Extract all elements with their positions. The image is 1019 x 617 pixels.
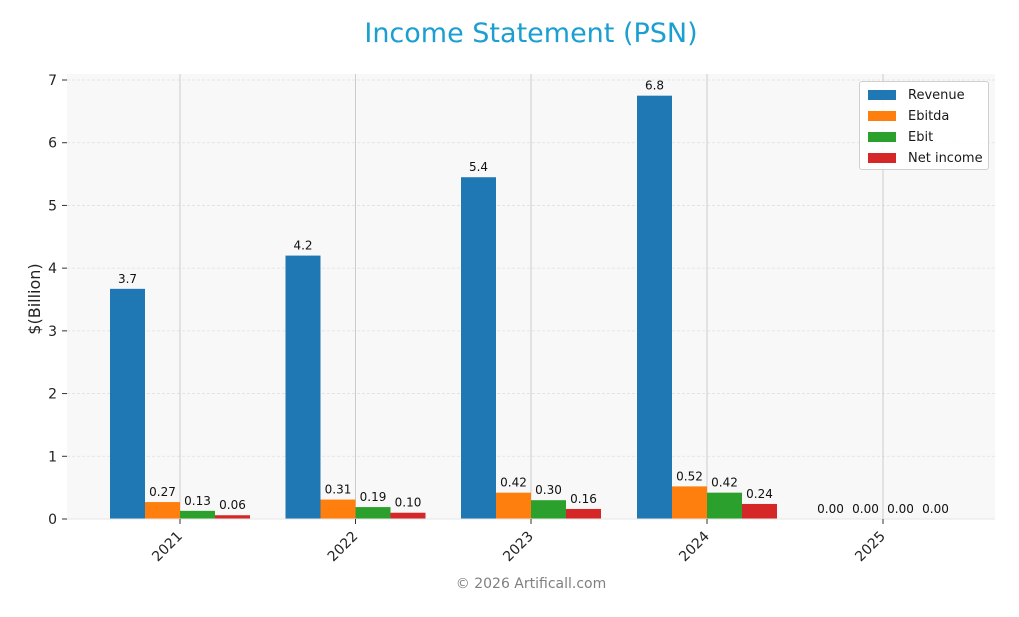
bar-net-income bbox=[390, 512, 426, 519]
bar-value-label: 6.8 bbox=[645, 79, 664, 93]
legend-swatch-ebit bbox=[868, 132, 896, 142]
bar-value-label: 0.19 bbox=[360, 490, 387, 504]
bar-value-label: 3.7 bbox=[118, 272, 137, 286]
legend-label: Revenue bbox=[908, 87, 965, 103]
bar-value-label: 0.52 bbox=[676, 469, 703, 483]
bar-value-label: 0.10 bbox=[395, 496, 422, 510]
chart-title: Income Statement (PSN) bbox=[364, 18, 698, 49]
y-tick-label: 3 bbox=[48, 324, 57, 340]
y-tick-label: 6 bbox=[48, 136, 57, 152]
y-tick-label: 1 bbox=[48, 449, 57, 465]
y-tick-label: 7 bbox=[48, 73, 57, 89]
bar-ebitda bbox=[145, 502, 180, 519]
bar-value-label: 0.00 bbox=[817, 502, 844, 516]
chart-legend: Revenue Ebitda Ebit Net income bbox=[859, 81, 989, 170]
bar-ebitda bbox=[672, 486, 707, 519]
bar-value-label: 0.16 bbox=[570, 492, 597, 506]
legend-label: Net income bbox=[908, 150, 983, 166]
bar-value-label: 0.42 bbox=[500, 476, 527, 490]
legend-label: Ebitda bbox=[908, 108, 950, 124]
x-tick-label: 2025 bbox=[852, 529, 889, 566]
bar-ebitda bbox=[496, 492, 531, 519]
y-tick-label: 2 bbox=[48, 387, 57, 403]
bar-value-label: 0.00 bbox=[922, 502, 949, 516]
x-tick-label: 2021 bbox=[149, 529, 186, 566]
bar-value-label: 0.00 bbox=[887, 502, 914, 516]
legend-item-revenue: Revenue bbox=[868, 87, 965, 103]
y-tick-label: 4 bbox=[48, 261, 57, 277]
bar-value-label: 4.2 bbox=[293, 239, 312, 253]
bar-value-label: 0.06 bbox=[219, 498, 246, 512]
bar-ebitda bbox=[320, 499, 356, 519]
bar-value-label: 0.00 bbox=[852, 502, 879, 516]
bar-net-income bbox=[566, 508, 601, 519]
bar-net-income bbox=[215, 515, 250, 519]
copyright-footer: © 2026 Artificall.com bbox=[455, 576, 607, 592]
bar-value-label: 5.4 bbox=[469, 160, 488, 174]
legend-item-net-income: Net income bbox=[868, 150, 983, 166]
y-axis-label: $(Billion) bbox=[25, 263, 44, 334]
legend-label: Ebit bbox=[908, 129, 934, 145]
y-tick-label: 0 bbox=[48, 512, 57, 528]
bar-value-label: 0.24 bbox=[746, 487, 773, 501]
legend-item-ebitda: Ebitda bbox=[868, 108, 949, 124]
x-tick-label: 2024 bbox=[676, 528, 713, 565]
x-tick-label: 2023 bbox=[500, 529, 537, 566]
bar-ebit bbox=[707, 492, 742, 519]
bar-ebit bbox=[355, 507, 391, 519]
bar-revenue bbox=[285, 255, 321, 519]
bar-value-label: 0.30 bbox=[535, 483, 562, 497]
bar-revenue bbox=[110, 288, 145, 519]
bar-ebit bbox=[180, 510, 215, 519]
bar-revenue bbox=[637, 95, 672, 519]
bar-value-label: 0.13 bbox=[184, 494, 211, 508]
bar-value-label: 0.31 bbox=[325, 483, 352, 497]
legend-swatch-net-income bbox=[868, 153, 896, 163]
bar-value-label: 0.27 bbox=[149, 485, 176, 499]
legend-swatch-revenue bbox=[868, 90, 896, 100]
y-tick-label: 5 bbox=[48, 198, 57, 214]
bar-value-label: 0.42 bbox=[711, 476, 738, 490]
x-tick-label: 2022 bbox=[325, 529, 362, 566]
legend-item-ebit: Ebit bbox=[868, 129, 933, 145]
bar-revenue bbox=[461, 177, 496, 519]
bar-ebit bbox=[531, 500, 566, 519]
legend-swatch-ebitda bbox=[868, 111, 896, 121]
bar-net-income bbox=[742, 503, 777, 519]
